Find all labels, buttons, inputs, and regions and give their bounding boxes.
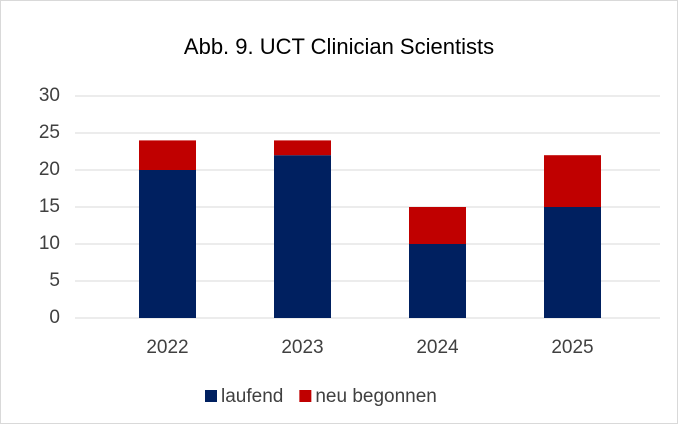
bar-segment [409, 207, 466, 244]
bar-segment [274, 140, 331, 156]
bar-segment [139, 170, 196, 318]
y-tick-label: 20 [39, 159, 60, 180]
legend-swatch [299, 390, 312, 402]
legend-label: laufend [221, 386, 283, 407]
x-tick-label: 2022 [146, 337, 188, 358]
bar-segment [274, 155, 331, 318]
x-tick-label: 2024 [416, 337, 459, 358]
legend-label: neu begonnen [315, 386, 437, 407]
y-tick-label: 10 [39, 233, 60, 254]
y-tick-label: 25 [39, 122, 60, 143]
chart-title: Abb. 9. UCT Clinician Scientists [184, 34, 494, 59]
y-tick-label: 15 [39, 196, 60, 217]
bar-segment [544, 207, 601, 318]
bar-segment [544, 155, 601, 207]
bar-segment [139, 140, 196, 170]
x-tick-label: 2023 [281, 337, 323, 358]
bar-segment [409, 244, 466, 318]
y-tick-label: 5 [49, 270, 60, 291]
y-tick-label: 30 [39, 85, 60, 106]
x-tick-label: 2025 [551, 337, 593, 358]
y-tick-label: 0 [49, 307, 60, 328]
legend-swatch [205, 390, 217, 402]
